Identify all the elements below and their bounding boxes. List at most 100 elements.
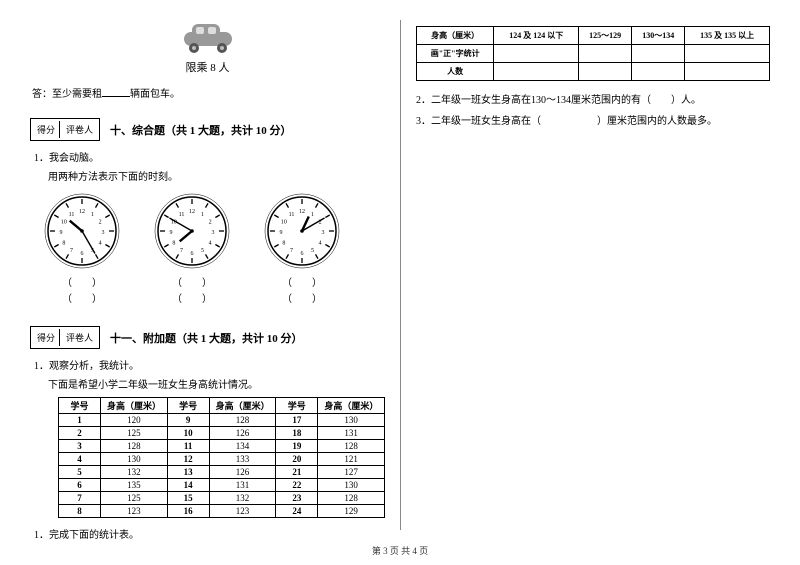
clock-blank[interactable]: （ ）（ ） [264, 276, 340, 308]
summary-blank-cell[interactable] [632, 63, 685, 81]
svg-text:3: 3 [212, 230, 215, 236]
table-row: 1120912817130 [59, 414, 385, 427]
table-cell: 135 [101, 479, 168, 492]
height-data-table: 学号身高（厘米）学号身高（厘米）学号身高（厘米） 112091281713021… [58, 397, 385, 518]
table-cell: 6 [59, 479, 101, 492]
table-cell: 3 [59, 440, 101, 453]
table-cell: 5 [59, 466, 101, 479]
score-label: 得分 [33, 121, 60, 138]
table-cell: 13 [167, 466, 209, 479]
answer-line: 答：至少需要租辆面包车。 [32, 85, 385, 100]
svg-text:6: 6 [81, 251, 84, 257]
table-row: 41301213320121 [59, 453, 385, 466]
table-cell: 23 [276, 492, 318, 505]
svg-text:12: 12 [189, 209, 195, 215]
q11-2: 1．完成下面的统计表。 [34, 526, 385, 541]
score-box-11: 得分 评卷人 [30, 326, 100, 349]
svg-text:11: 11 [179, 212, 185, 218]
summary-blank-cell[interactable] [579, 63, 632, 81]
svg-text:5: 5 [201, 248, 204, 254]
table-cell: 120 [101, 414, 168, 427]
right-column: 身高（厘米）124 及 124 以下125～129130～134135 及 13… [400, 20, 770, 530]
svg-text:8: 8 [282, 241, 285, 247]
svg-text:9: 9 [280, 230, 283, 236]
table-cell: 128 [318, 492, 385, 505]
summary-header-cell: 130～134 [632, 27, 685, 45]
summary-blank-cell[interactable] [685, 45, 770, 63]
table-header-cell: 身高（厘米） [209, 398, 276, 414]
summary-row-label: 人数 [417, 63, 494, 81]
car-caption: 限乘 8 人 [30, 59, 385, 75]
clock: 121234567891011 （ ）（ ） [264, 193, 340, 308]
answer-prefix: 答：至少需要租 [32, 89, 102, 100]
summary-table: 身高（厘米）124 及 124 以下125～129130～134135 及 13… [416, 26, 770, 81]
svg-text:7: 7 [70, 248, 73, 254]
svg-text:3: 3 [102, 230, 105, 236]
fill-q3a: 3．二年级一班女生身高在（ [416, 116, 541, 127]
q10-1b: 用两种方法表示下面的时刻。 [48, 168, 385, 183]
table-cell: 10 [167, 427, 209, 440]
table-cell: 14 [167, 479, 209, 492]
clock-blank[interactable]: （ ）（ ） [44, 276, 120, 308]
table-cell: 8 [59, 505, 101, 518]
table-cell: 1 [59, 414, 101, 427]
table-cell: 19 [276, 440, 318, 453]
answer-blank[interactable] [102, 96, 130, 97]
table-cell: 125 [101, 492, 168, 505]
svg-text:7: 7 [290, 248, 293, 254]
table-cell: 126 [209, 466, 276, 479]
table-cell: 22 [276, 479, 318, 492]
page-footer: 第 3 页 共 4 页 [0, 544, 800, 557]
svg-text:8: 8 [172, 241, 175, 247]
summary-header-cell: 135 及 135 以上 [685, 27, 770, 45]
summary-header-cell: 124 及 124 以下 [494, 27, 579, 45]
summary-blank-cell[interactable] [494, 63, 579, 81]
table-cell: 21 [276, 466, 318, 479]
clocks-row: 121234567891011 （ ）（ ） 121234567891011 （… [44, 193, 385, 308]
table-cell: 2 [59, 427, 101, 440]
table-cell: 16 [167, 505, 209, 518]
table-cell: 130 [318, 479, 385, 492]
table-cell: 131 [318, 427, 385, 440]
fill-q2: 2．二年级一班女生身高在130～134厘米范围内的有（ ）人。 [416, 91, 770, 106]
car-icon [178, 20, 238, 56]
table-cell: 15 [167, 492, 209, 505]
table-body: 1120912817130212510126181313128111341912… [59, 414, 385, 518]
svg-text:12: 12 [79, 209, 85, 215]
svg-text:1: 1 [311, 212, 314, 218]
svg-text:7: 7 [180, 248, 183, 254]
table-cell: 131 [209, 479, 276, 492]
table-row: 71251513223128 [59, 492, 385, 505]
table-cell: 12 [167, 453, 209, 466]
clock-blank[interactable]: （ ）（ ） [154, 276, 230, 308]
table-row: 61351413122130 [59, 479, 385, 492]
table-cell: 20 [276, 453, 318, 466]
summary-blank-cell[interactable] [579, 45, 632, 63]
table-row: 81231612324129 [59, 505, 385, 518]
table-cell: 127 [318, 466, 385, 479]
svg-text:10: 10 [61, 220, 67, 226]
svg-text:12: 12 [299, 209, 305, 215]
table-row: 51321312621127 [59, 466, 385, 479]
svg-text:6: 6 [301, 251, 304, 257]
table-cell: 123 [101, 505, 168, 518]
summary-blank-cell[interactable] [685, 63, 770, 81]
table-cell: 7 [59, 492, 101, 505]
summary-row: 画"正"字统计 [417, 45, 770, 63]
table-cell: 125 [101, 427, 168, 440]
summary-blank-cell[interactable] [494, 45, 579, 63]
summary-header-row: 身高（厘米）124 及 124 以下125～129130～134135 及 13… [417, 27, 770, 45]
table-cell: 134 [209, 440, 276, 453]
svg-text:10: 10 [281, 220, 287, 226]
summary-blank-cell[interactable] [632, 45, 685, 63]
grader-label: 评卷人 [62, 329, 97, 346]
q11-1: 1．观察分析，我统计。 [34, 357, 385, 372]
table-cell: 130 [101, 453, 168, 466]
clock: 121234567891011 （ ）（ ） [154, 193, 230, 308]
table-cell: 128 [101, 440, 168, 453]
svg-text:2: 2 [209, 220, 212, 226]
svg-text:6: 6 [191, 251, 194, 257]
table-cell: 121 [318, 453, 385, 466]
table-row: 31281113419128 [59, 440, 385, 453]
table-cell: 133 [209, 453, 276, 466]
